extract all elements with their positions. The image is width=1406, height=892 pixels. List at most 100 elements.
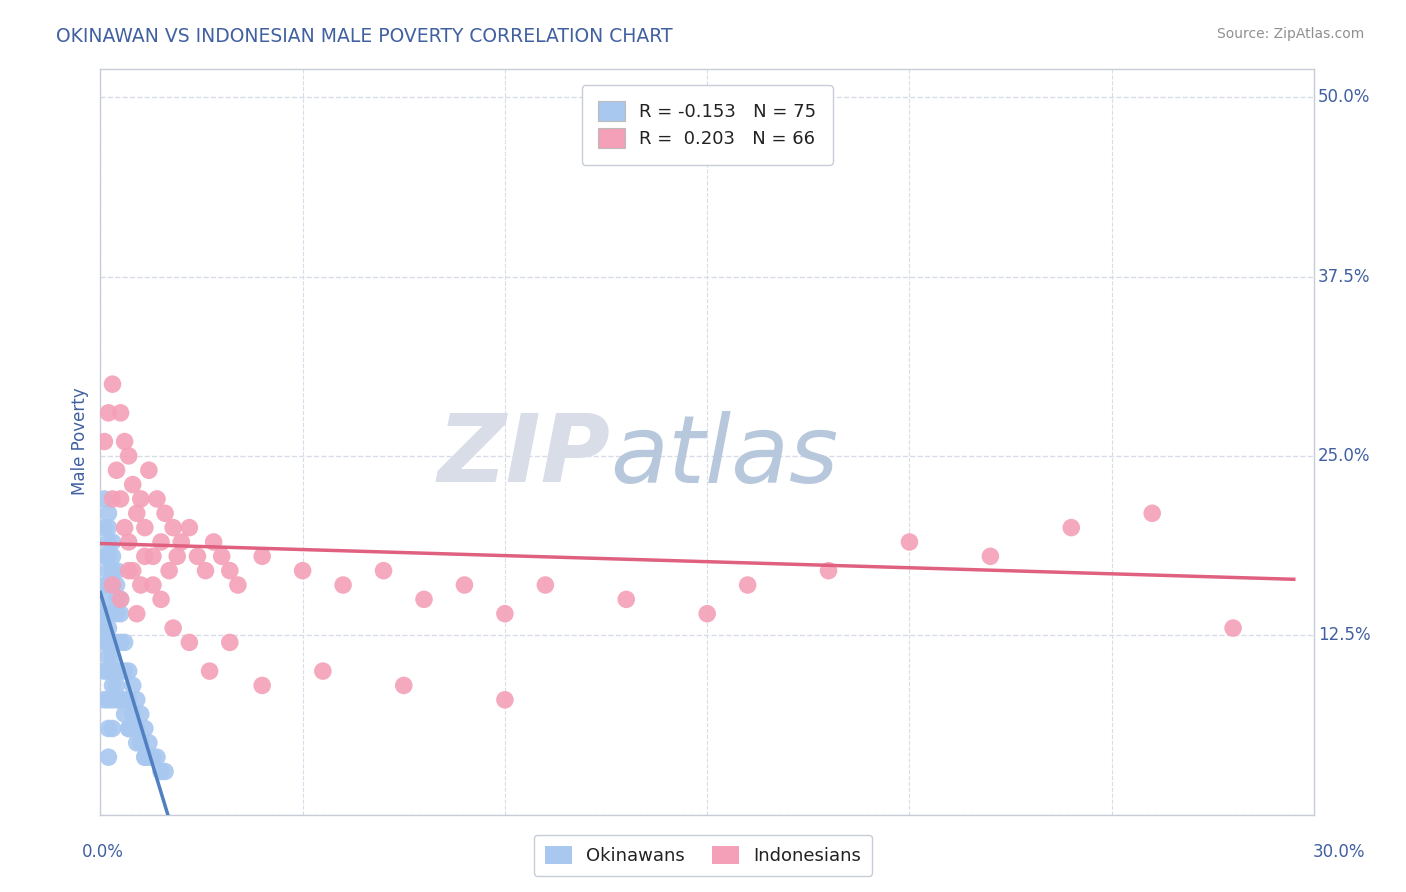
Point <box>101 635 124 649</box>
Point <box>101 607 124 621</box>
Point <box>166 549 188 564</box>
Point <box>118 664 141 678</box>
Point <box>101 693 124 707</box>
Point <box>118 564 141 578</box>
Point <box>105 693 128 707</box>
Point <box>110 406 132 420</box>
Point <box>392 678 415 692</box>
Point <box>93 434 115 449</box>
Point <box>134 750 156 764</box>
Point <box>202 535 225 549</box>
Text: atlas: atlas <box>610 411 838 502</box>
Point <box>97 535 120 549</box>
Point <box>101 578 124 592</box>
Point <box>146 750 169 764</box>
Point <box>170 535 193 549</box>
Point <box>198 664 221 678</box>
Point <box>138 736 160 750</box>
Point <box>97 750 120 764</box>
Point <box>179 635 201 649</box>
Point <box>138 463 160 477</box>
Point <box>1222 621 1244 635</box>
Point <box>110 635 132 649</box>
Point <box>114 693 136 707</box>
Point <box>121 707 143 722</box>
Point <box>97 406 120 420</box>
Point <box>101 722 124 736</box>
Point <box>110 693 132 707</box>
Point <box>93 664 115 678</box>
Point <box>101 535 124 549</box>
Point <box>150 592 173 607</box>
Point <box>146 491 169 506</box>
Point <box>110 491 132 506</box>
Point <box>105 564 128 578</box>
Point <box>250 678 273 692</box>
Point <box>186 549 208 564</box>
Point <box>817 564 839 578</box>
Point <box>105 678 128 692</box>
Point <box>97 578 120 592</box>
Point <box>162 521 184 535</box>
Point <box>125 722 148 736</box>
Point <box>101 377 124 392</box>
Point <box>118 693 141 707</box>
Point <box>114 521 136 535</box>
Text: ZIP: ZIP <box>437 410 610 502</box>
Point <box>97 607 120 621</box>
Point <box>373 564 395 578</box>
Point <box>114 635 136 649</box>
Point <box>134 750 156 764</box>
Point <box>453 578 475 592</box>
Point <box>129 578 152 592</box>
Point <box>101 678 124 692</box>
Point <box>93 621 115 635</box>
Point <box>121 678 143 692</box>
Point <box>97 549 120 564</box>
Point <box>114 434 136 449</box>
Point <box>614 592 637 607</box>
Point <box>413 592 436 607</box>
Point <box>101 578 124 592</box>
Point <box>134 722 156 736</box>
Point <box>110 693 132 707</box>
Point <box>153 764 176 779</box>
Point <box>1140 506 1163 520</box>
Point <box>93 635 115 649</box>
Point <box>118 722 141 736</box>
Point <box>93 607 115 621</box>
Point <box>101 564 124 578</box>
Point <box>93 549 115 564</box>
Point <box>121 722 143 736</box>
Point <box>125 607 148 621</box>
Point <box>105 463 128 477</box>
Text: 37.5%: 37.5% <box>1317 268 1371 285</box>
Point <box>105 578 128 592</box>
Text: 25.0%: 25.0% <box>1317 447 1371 465</box>
Y-axis label: Male Poverty: Male Poverty <box>72 388 89 495</box>
Point <box>93 693 115 707</box>
Point <box>898 535 921 549</box>
Point <box>218 564 240 578</box>
Point <box>696 607 718 621</box>
Point <box>534 578 557 592</box>
Point <box>134 521 156 535</box>
Point <box>101 491 124 506</box>
Point <box>979 549 1001 564</box>
Point <box>250 549 273 564</box>
Legend: Okinawans, Indonesians: Okinawans, Indonesians <box>534 835 872 876</box>
Point <box>114 707 136 722</box>
Point <box>494 693 516 707</box>
Text: 12.5%: 12.5% <box>1317 626 1371 644</box>
Point <box>110 592 132 607</box>
Point <box>97 664 120 678</box>
Text: OKINAWAN VS INDONESIAN MALE POVERTY CORRELATION CHART: OKINAWAN VS INDONESIAN MALE POVERTY CORR… <box>56 27 673 45</box>
Text: 50.0%: 50.0% <box>1317 88 1369 106</box>
Point <box>129 707 152 722</box>
Point <box>105 635 128 649</box>
Point <box>97 722 120 736</box>
Point <box>129 736 152 750</box>
Point <box>97 506 120 520</box>
Point <box>93 521 115 535</box>
Point <box>138 750 160 764</box>
